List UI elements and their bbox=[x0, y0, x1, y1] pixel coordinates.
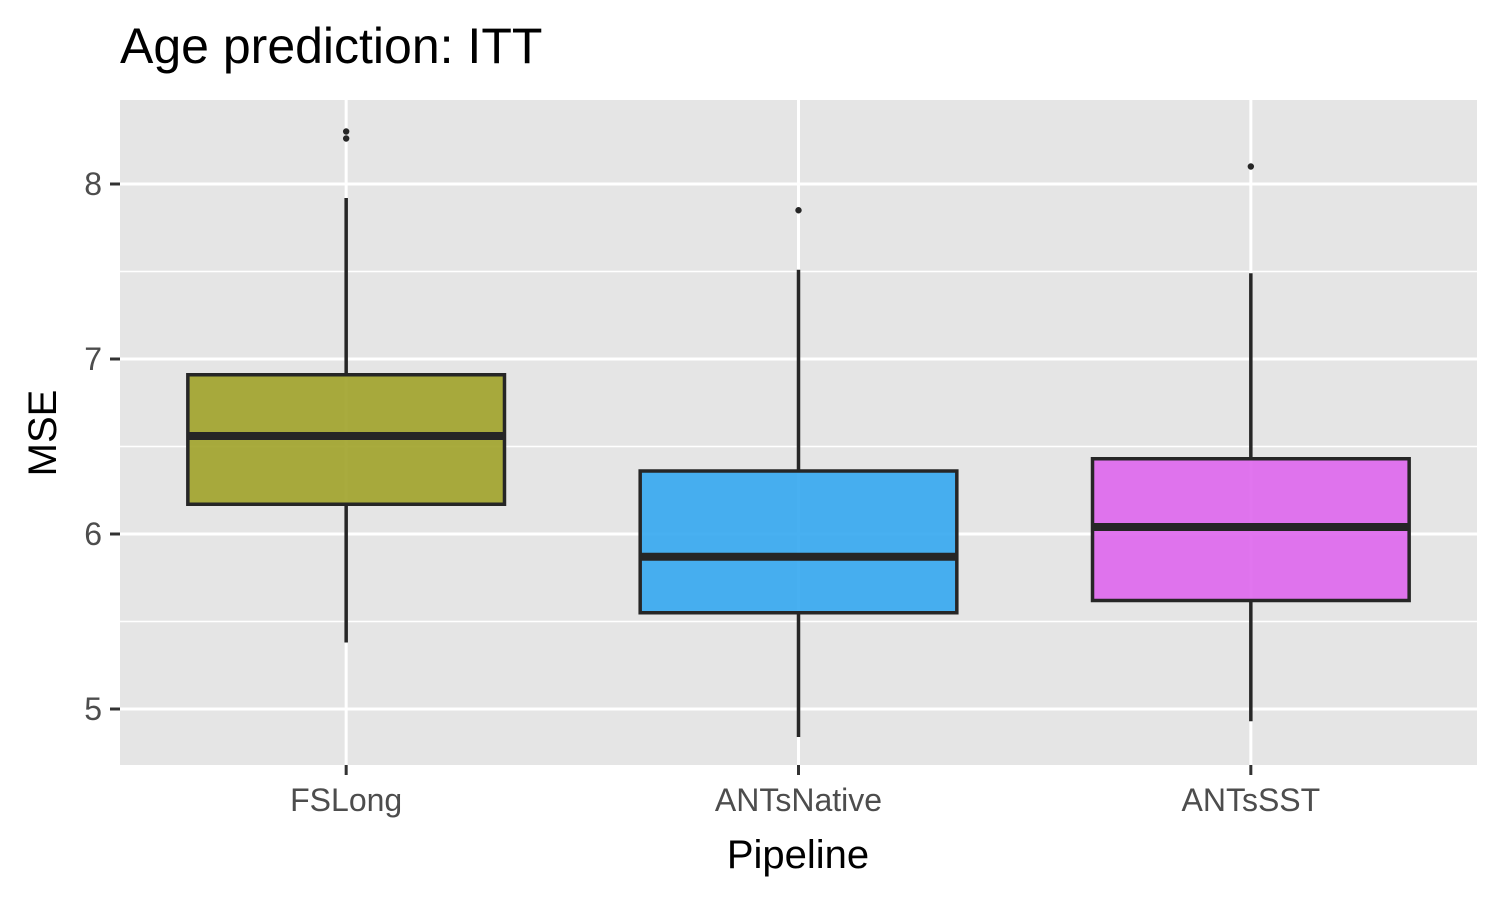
boxplots bbox=[186, 128, 1411, 737]
x-axis-title: Pipeline bbox=[727, 833, 869, 877]
boxplot-antssst bbox=[1090, 163, 1411, 722]
x-tick-label: ANTsSST bbox=[1181, 782, 1320, 818]
iqr-box bbox=[638, 469, 959, 615]
outlier-point bbox=[795, 207, 802, 214]
y-tick-label: 6 bbox=[84, 516, 102, 552]
boxplot-antsnative bbox=[638, 207, 959, 737]
y-tick-label: 7 bbox=[84, 341, 102, 377]
y-axis-title: MSE bbox=[21, 390, 65, 477]
x-tick-label: ANTsNative bbox=[715, 782, 882, 818]
y-tick-label: 5 bbox=[84, 691, 102, 727]
outlier-point bbox=[1247, 163, 1255, 170]
boxplot-fslong bbox=[186, 128, 507, 643]
axes: 5 6 7 8 FSLong ANTsNative ANTsSST bbox=[84, 166, 1320, 818]
chart-title: Age prediction: ITT bbox=[120, 18, 542, 74]
x-tick-label: FSLong bbox=[290, 782, 402, 818]
outlier-point bbox=[342, 135, 350, 142]
y-tick-label: 8 bbox=[84, 166, 102, 202]
outlier-point bbox=[342, 128, 350, 135]
